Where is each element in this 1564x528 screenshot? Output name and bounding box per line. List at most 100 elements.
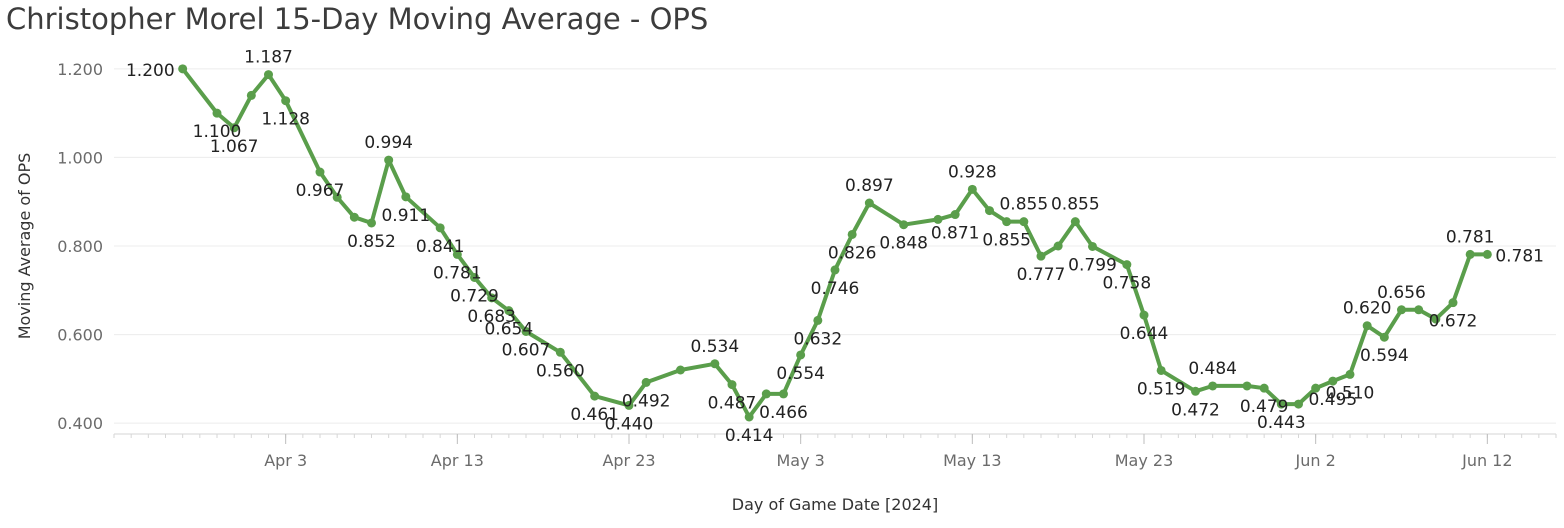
series-ops [180,66,1490,419]
data-point [555,347,565,357]
data-label: 0.560 [536,361,585,381]
data-point [1431,314,1441,324]
x-axis-title: Day of Game Date [2024] [732,495,938,514]
data-label: 1.187 [244,48,293,68]
data-label: 0.607 [502,340,551,360]
data-point [950,210,960,220]
y-axis-title: Moving Average of OPS [15,153,34,340]
data-label: 0.911 [381,206,430,226]
data-point [349,212,359,222]
data-label: 0.683 [467,307,516,327]
data-point [1088,241,1097,251]
data-label: 0.656 [1377,283,1426,303]
data-point [1156,365,1166,375]
data-point [1397,305,1406,315]
data-label: 0.746 [811,279,860,299]
data-label: 0.928 [948,162,997,182]
data-point [899,220,909,230]
data-point [1294,399,1303,409]
data-label: 0.826 [828,243,877,263]
data-point [1448,298,1458,308]
data-label: 0.510 [1326,383,1375,403]
data-point [1482,249,1492,259]
data-point [1379,332,1389,342]
data-point [264,70,273,80]
data-label: 1.128 [261,110,310,130]
data-point [761,389,771,399]
data-point [779,389,788,399]
x-tick-label: Apr 13 [431,451,484,470]
data-point [1242,381,1252,391]
data-label: 0.632 [793,329,842,349]
data-points [178,64,1492,422]
data-point [487,293,497,303]
data-point [1191,386,1200,396]
data-label: 1.100 [193,122,242,142]
data-label: 0.519 [1137,379,1186,399]
data-point [1276,399,1286,409]
data-label: 0.729 [450,286,499,306]
y-axis-ticks: 0.400 0.600 0.800 1.000 1.200 [57,60,103,433]
data-point [624,400,634,410]
data-point [1122,260,1132,270]
data-label: 0.855 [1051,195,1100,215]
data-point [178,64,188,74]
chart-title: Christopher Morel 15-Day Moving Average … [6,2,709,36]
data-point [504,306,514,316]
data-label: 0.672 [1429,312,1478,332]
data-label: 0.855 [999,195,1048,215]
data-label: 0.758 [1102,274,1151,294]
data-label: 0.472 [1171,400,1220,420]
data-point [1465,249,1475,259]
data-point [727,380,737,390]
data-point [367,218,376,228]
x-tick-label: May 23 [1115,451,1174,470]
data-point [1311,383,1321,393]
data-label: 1.067 [210,137,259,157]
data-label: 0.654 [484,320,533,340]
data-label: 0.848 [879,234,928,254]
data-label: 0.799 [1068,255,1117,275]
data-label: 0.871 [931,224,980,244]
x-tick-label: Apr 3 [264,451,307,470]
series-line [180,66,1490,419]
data-point [1208,381,1218,391]
data-label: 0.414 [725,426,774,446]
data-point [641,377,651,387]
x-tick-label: Jun 2 [1295,451,1336,470]
data-point [1259,383,1269,393]
data-point [590,391,600,401]
data-label: 1.200 [126,61,175,81]
data-point [830,265,840,275]
data-point [1328,376,1338,386]
data-point [676,365,685,375]
data-point [847,229,857,239]
data-label: 0.897 [845,176,894,196]
data-point [744,412,754,422]
data-label: 0.841 [416,237,465,257]
data-point [1053,241,1063,251]
data-point [813,315,823,325]
data-label: 0.781 [1495,246,1544,266]
x-tick-label: Jun 12 [1461,451,1512,470]
x-tick-label: May 13 [943,451,1002,470]
data-point [1036,251,1046,261]
data-label: 0.461 [570,405,619,425]
y-tick-label: 0.800 [57,237,103,256]
data-label: 0.644 [1120,324,1169,344]
data-label: 0.534 [690,337,739,357]
data-point [212,108,222,118]
data-label: 0.967 [296,181,345,201]
data-label: 0.440 [605,414,654,434]
gridlines [114,68,1556,424]
y-tick-label: 0.600 [57,326,103,345]
data-label: 0.781 [433,263,482,283]
data-point [710,359,720,369]
data-point [1345,369,1355,379]
data-label: 0.855 [982,231,1031,251]
y-tick-label: 1.200 [57,60,103,79]
data-label: 0.781 [1446,227,1495,247]
data-point [1070,217,1080,227]
data-label: 0.495 [1308,390,1357,410]
